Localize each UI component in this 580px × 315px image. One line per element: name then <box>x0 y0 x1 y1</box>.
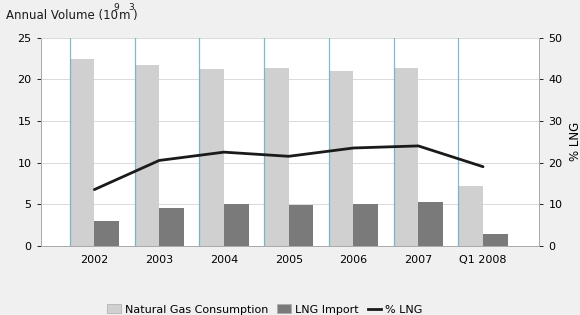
Bar <box>264 68 289 246</box>
Text: ): ) <box>132 9 137 22</box>
Text: 9: 9 <box>113 3 119 12</box>
Bar <box>394 68 418 246</box>
Bar <box>200 69 224 246</box>
Legend: Natural Gas Consumption, LNG Import, % LNG: Natural Gas Consumption, LNG Import, % L… <box>103 300 427 315</box>
Bar <box>95 221 119 246</box>
Text: Annual Volume (10: Annual Volume (10 <box>6 9 118 22</box>
Bar <box>483 234 508 246</box>
Bar <box>70 59 95 246</box>
Bar <box>159 208 184 246</box>
Bar <box>418 203 443 246</box>
Bar <box>224 204 249 246</box>
Bar <box>329 71 353 246</box>
Bar <box>353 204 378 246</box>
Text: 3: 3 <box>129 3 135 12</box>
Text: m: m <box>119 9 130 22</box>
Bar <box>289 205 313 246</box>
Y-axis label: % LNG: % LNG <box>570 122 580 161</box>
Bar <box>458 186 483 246</box>
Bar <box>135 65 159 246</box>
